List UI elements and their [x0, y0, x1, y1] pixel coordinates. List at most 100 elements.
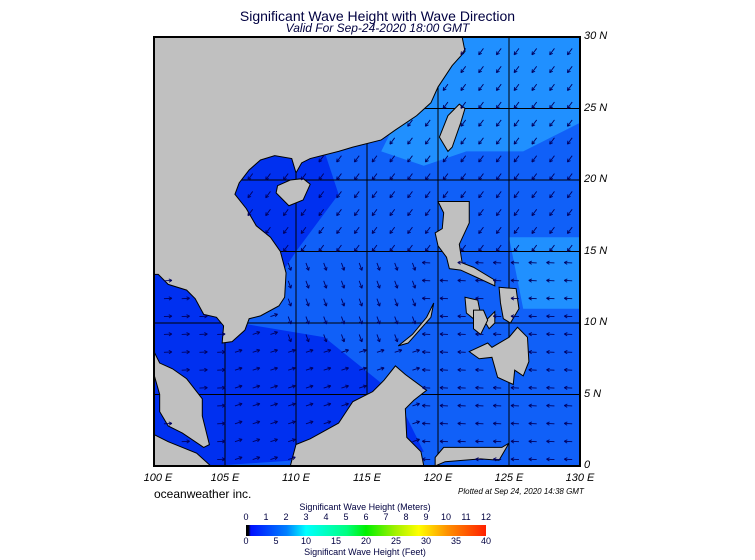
wave-direction-arrow — [323, 420, 332, 425]
wave-direction-arrow — [510, 385, 519, 390]
wave-direction-arrow — [376, 262, 381, 271]
wave-direction-arrow — [323, 384, 332, 389]
wave-direction-arrow — [359, 366, 367, 371]
latitude-label: 10 N — [584, 316, 608, 328]
wave-direction-arrow — [247, 173, 254, 181]
wave-direction-arrow — [442, 191, 449, 199]
wave-direction-arrow — [421, 296, 431, 301]
wave-direction-arrow — [442, 155, 449, 163]
wave-direction-arrow — [457, 314, 466, 319]
wave-direction-arrow — [163, 332, 173, 337]
wave-direction-arrow — [478, 173, 484, 181]
wave-direction-arrow — [563, 385, 573, 390]
wave-direction-arrow — [563, 403, 573, 408]
wave-direction-arrow — [407, 173, 413, 181]
wave-direction-arrow — [563, 421, 573, 426]
wave-direction-arrow — [478, 66, 484, 74]
land — [498, 286, 520, 324]
latitude-label: 25 N — [584, 101, 608, 114]
wave-direction-arrow — [531, 155, 538, 163]
wave-direction-arrow — [421, 278, 431, 283]
wave-direction-arrow — [199, 349, 208, 355]
wave-direction-arrow — [566, 209, 573, 217]
wave-direction-arrow — [566, 155, 573, 163]
wave-direction-arrow — [478, 119, 484, 127]
wave-direction-arrow — [359, 384, 367, 389]
wave-direction-arrow — [460, 101, 467, 109]
colorbar — [246, 525, 486, 536]
wave-direction-arrow — [495, 209, 502, 217]
wave-direction-arrow — [163, 349, 173, 355]
wave-direction-arrow — [531, 173, 538, 181]
land — [289, 365, 428, 467]
wave-direction-arrow — [287, 262, 292, 271]
wave-direction-arrow — [566, 191, 573, 199]
wave-direction-arrow — [475, 278, 484, 283]
meters-tick: 8 — [403, 512, 409, 522]
longitude-label: 120 E — [423, 472, 453, 484]
wave-direction-arrow — [566, 83, 573, 91]
wave-direction-arrow — [549, 48, 555, 56]
wave-direction-arrow — [478, 226, 484, 234]
wave-direction-arrow — [439, 439, 448, 444]
colorbar-meters-title: Significant Wave Height (Meters) — [299, 502, 431, 512]
map-frame — [153, 36, 581, 467]
wave-direction-arrow — [412, 438, 420, 443]
wave-direction-arrow — [353, 155, 360, 163]
wave-direction-arrow — [478, 191, 484, 199]
wave-direction-arrow — [305, 420, 314, 425]
wave-direction-arrow — [513, 155, 520, 163]
wave-direction-arrow — [528, 439, 537, 444]
wave-direction-arrow — [421, 367, 431, 373]
wave-direction-arrow — [549, 83, 555, 91]
wave-direction-arrow — [478, 101, 484, 109]
wave-direction-arrow — [478, 137, 484, 145]
wave-direction-arrow — [288, 402, 296, 407]
meters-tick: 2 — [283, 512, 289, 522]
wave-direction-arrow — [407, 119, 413, 127]
wave-direction-arrow — [421, 332, 431, 337]
wave-direction-arrow — [457, 439, 466, 444]
wave-direction-arrow — [563, 314, 573, 319]
wave-direction-arrow — [510, 296, 519, 301]
wave-direction-arrow — [531, 244, 538, 252]
wave-direction-arrow — [371, 155, 378, 163]
wave-direction-arrow — [563, 457, 573, 462]
wave-direction-arrow — [265, 173, 271, 181]
wave-direction-arrow — [252, 348, 261, 353]
wave-direction-arrow — [424, 244, 431, 252]
wave-direction-arrow — [460, 155, 467, 163]
wave-direction-arrow — [510, 314, 519, 319]
wave-direction-arrow — [513, 226, 520, 234]
wave-direction-arrow — [528, 421, 537, 426]
longitude-label: 110 E — [282, 472, 310, 484]
wave-direction-arrow — [563, 332, 573, 337]
wave-direction-arrow — [394, 348, 403, 353]
wave-direction-arrow — [460, 173, 467, 181]
wave-direction-arrow — [421, 457, 431, 462]
wave-direction-arrow — [528, 349, 537, 355]
wave-direction-arrow — [546, 457, 555, 462]
wave-direction-arrow — [305, 384, 314, 389]
wave-direction-arrow — [439, 421, 448, 426]
land — [434, 200, 496, 287]
wave-direction-arrow — [412, 316, 417, 325]
wave-direction-arrow — [424, 137, 431, 145]
wave-direction-arrow — [300, 244, 307, 252]
wave-direction-arrow — [305, 262, 310, 271]
wave-direction-arrow — [318, 155, 325, 163]
chart-title: Significant Wave Height with Wave Direct… — [239, 8, 516, 24]
wave-direction-arrow — [549, 155, 555, 163]
wave-direction-arrow — [353, 209, 360, 217]
wave-direction-arrow — [457, 260, 466, 265]
wave-direction-arrow — [247, 209, 254, 217]
wave-direction-arrow — [359, 348, 367, 353]
wave-direction-arrow — [234, 384, 243, 389]
wave-direction-arrow — [353, 226, 360, 234]
wave-direction-arrow — [199, 367, 208, 373]
wave-direction-arrow — [475, 296, 484, 301]
wave-direction-arrow — [421, 349, 431, 355]
feet-tick: 25 — [390, 536, 402, 546]
wave-direction-arrow — [528, 278, 537, 283]
wave-direction-arrow — [305, 334, 310, 343]
